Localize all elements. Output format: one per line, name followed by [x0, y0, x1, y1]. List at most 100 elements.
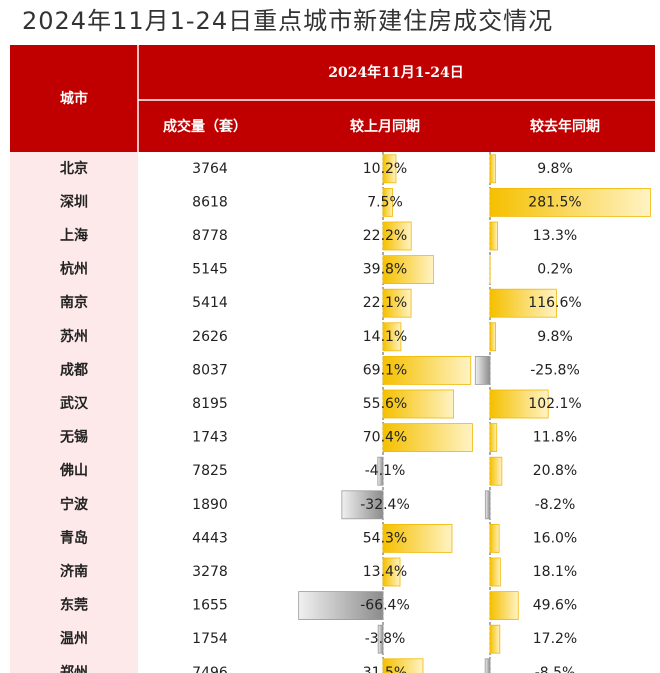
percent: -3.8% [365, 631, 406, 647]
data-bar [489, 624, 501, 654]
city: 济南 [60, 563, 88, 580]
percent: 20.8% [533, 463, 577, 479]
page-title: 2024年11月1-24日重点城市新建住房成交情况 [22, 7, 553, 35]
data-bar [489, 423, 498, 453]
percent: 9.8% [537, 329, 573, 345]
percent: 70.4% [363, 430, 407, 446]
data-bar [382, 154, 397, 184]
city: 北京 [60, 160, 88, 177]
data-bar [382, 288, 412, 318]
city-column-bg [10, 152, 138, 673]
volume: 8195 [192, 396, 228, 412]
percent: 16.0% [533, 530, 577, 546]
percent: -4.1% [365, 463, 406, 479]
city: 武汉 [60, 395, 89, 412]
percent: 69.1% [363, 362, 407, 378]
percent: 0.2% [537, 262, 573, 278]
volume: 7825 [192, 463, 228, 479]
data-bar [489, 288, 557, 318]
percent: -66.4% [360, 598, 410, 614]
city: 青岛 [60, 529, 88, 546]
data-bar [484, 490, 491, 520]
volume: 5414 [192, 295, 228, 311]
percent: -8.2% [535, 497, 576, 513]
percent: 13.4% [363, 564, 407, 580]
data-bar [489, 322, 496, 352]
data-bar [382, 322, 402, 352]
percent: 39.8% [363, 262, 407, 278]
percent: 11.8% [533, 430, 577, 446]
city: 东莞 [60, 597, 88, 614]
data-bar [489, 591, 519, 620]
header-column: 成交量（套） [163, 118, 247, 135]
percent: -32.4% [360, 497, 410, 513]
percent: 17.2% [533, 631, 577, 647]
percent: 102.1% [528, 396, 581, 412]
data-bar [484, 658, 491, 673]
volume: 2626 [192, 329, 228, 345]
data-bar [382, 389, 455, 419]
percent: 116.6% [528, 295, 581, 311]
city: 宁波 [60, 496, 89, 513]
data-bar [489, 456, 503, 486]
volume: 8778 [192, 228, 228, 244]
percent: 49.6% [533, 598, 577, 614]
data-bar [489, 524, 500, 553]
percent: 9.8% [537, 161, 573, 177]
data-bar [382, 255, 434, 285]
percent: 22.1% [363, 295, 407, 311]
volume: 1754 [192, 631, 228, 647]
data-bar [341, 490, 384, 520]
volume: 3278 [192, 564, 228, 580]
data-bar [382, 221, 412, 251]
data-bar [382, 524, 453, 553]
city: 无锡 [59, 429, 88, 446]
percent: -25.8% [530, 362, 580, 378]
percent: 14.1% [363, 329, 407, 345]
table-body: 北京 3764 10.2% 9.8% 深圳 8618 7.5% 281.5% 上海 8778 22.… [10, 152, 651, 673]
data-bar [382, 557, 401, 587]
volume: 1655 [192, 598, 228, 614]
percent: 18.1% [533, 564, 577, 580]
data-bar [489, 389, 549, 419]
percent: 54.3% [363, 530, 407, 546]
data-bar [377, 456, 384, 486]
percent: -8.5% [535, 665, 576, 673]
volume: 3764 [192, 161, 228, 177]
percent: 31.5% [363, 665, 407, 673]
data-bar [474, 355, 491, 385]
volume: 8037 [192, 362, 228, 378]
city: 佛山 [59, 462, 88, 479]
header-period: 2024年11月1-24日 [328, 64, 463, 81]
data-bar [489, 187, 651, 217]
city: 杭州 [60, 261, 88, 278]
percent: 10.2% [363, 161, 407, 177]
percent: 7.5% [367, 194, 403, 210]
volume: 7496 [192, 665, 228, 673]
volume: 4443 [192, 530, 228, 546]
city: 上海 [60, 227, 88, 244]
data-bar [382, 187, 393, 217]
percent: 13.3% [533, 228, 577, 244]
city: 温州 [60, 631, 88, 647]
data-bar [489, 154, 496, 184]
data-bar [382, 355, 472, 385]
volume: 1890 [192, 497, 228, 513]
volume: 1743 [192, 430, 228, 446]
data-bar [489, 557, 501, 587]
header-city: 城市 [60, 90, 88, 107]
data-bar [298, 591, 384, 620]
city: 南京 [60, 294, 88, 311]
volume: 5145 [192, 262, 228, 278]
city: 郑州 [60, 664, 88, 673]
percent: 55.6% [363, 396, 407, 412]
city: 成都 [60, 361, 88, 378]
city: 深圳 [60, 193, 88, 210]
city: 苏州 [60, 328, 88, 345]
data-bar [382, 423, 473, 453]
data-bar [377, 624, 384, 654]
table-header-bg [10, 45, 655, 152]
percent: 281.5% [528, 194, 581, 210]
volume: 8618 [192, 194, 228, 210]
